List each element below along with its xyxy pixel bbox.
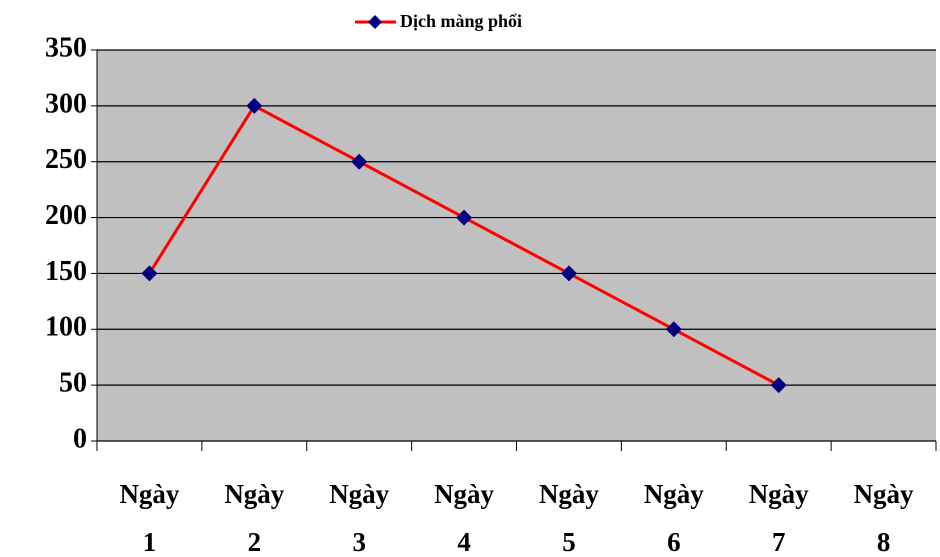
marker — [246, 97, 263, 114]
legend-marker — [368, 15, 382, 29]
legend-label: Dịch màng phổi — [400, 11, 522, 31]
y-tick-label: 100 — [45, 312, 87, 343]
x-tick-label: Ngày 7 — [749, 479, 809, 557]
x-tick-label: Ngày 5 — [539, 479, 599, 557]
x-tick-label: Ngày 4 — [434, 479, 494, 557]
y-tick-label: 200 — [45, 200, 87, 231]
marker — [770, 377, 787, 394]
marker — [665, 321, 682, 338]
x-tick-label: Ngày 6 — [644, 479, 704, 557]
marker — [560, 265, 577, 282]
x-tick-label: Ngày 3 — [329, 479, 389, 557]
marker — [351, 153, 368, 170]
y-tick-label: 150 — [45, 256, 87, 287]
y-tick-label: 300 — [45, 88, 87, 119]
marker — [141, 265, 158, 282]
y-tick-label: 0 — [73, 423, 87, 454]
y-tick-label: 350 — [45, 32, 87, 63]
marker — [456, 209, 473, 226]
x-tick-label: Ngày 2 — [224, 479, 284, 557]
x-tick-label: Ngày 1 — [119, 479, 179, 557]
y-tick-label: 50 — [59, 368, 87, 399]
y-tick-label: 250 — [45, 144, 87, 175]
x-tick-label: Ngày 8 — [854, 479, 914, 557]
